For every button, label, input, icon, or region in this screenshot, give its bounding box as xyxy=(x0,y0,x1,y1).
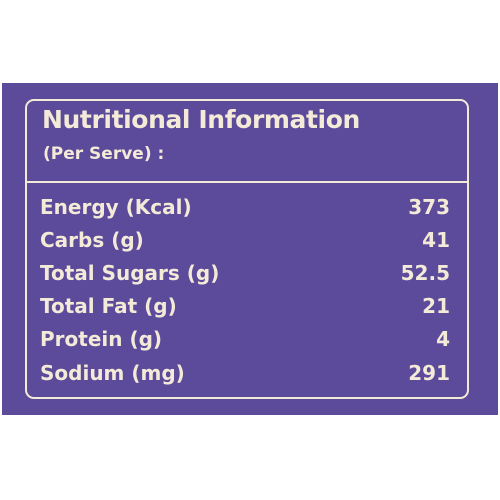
nutrition-row-carbs: Carbs (g) 41 xyxy=(40,225,450,255)
nutrient-value: 21 xyxy=(422,294,450,318)
nutrition-panel xyxy=(2,83,498,415)
nutrient-label: Protein (g) xyxy=(40,327,163,351)
nutrition-subtitle: (Per Serve) : xyxy=(43,144,165,164)
nutrient-value: 52.5 xyxy=(400,261,450,285)
nutrition-row-protein: Protein (g) 4 xyxy=(40,324,450,354)
nutrition-row-sugars: Total Sugars (g) 52.5 xyxy=(40,258,450,288)
nutrient-value: 41 xyxy=(422,228,450,252)
nutrient-label: Total Fat (g) xyxy=(40,294,177,318)
nutrition-card-border xyxy=(25,99,469,399)
nutrient-label: Total Sugars (g) xyxy=(40,261,220,285)
nutrient-label: Carbs (g) xyxy=(40,228,144,252)
nutrition-title: Nutritional Information xyxy=(42,105,360,134)
nutrient-value: 291 xyxy=(408,361,450,385)
nutrient-label: Sodium (mg) xyxy=(40,361,185,385)
nutrient-value: 373 xyxy=(408,195,450,219)
nutrition-row-sodium: Sodium (mg) 291 xyxy=(40,358,450,388)
header-divider xyxy=(25,181,469,183)
nutrient-label: Energy (Kcal) xyxy=(40,195,192,219)
nutrition-row-energy: Energy (Kcal) 373 xyxy=(40,192,450,222)
nutrition-row-fat: Total Fat (g) 21 xyxy=(40,291,450,321)
nutrient-value: 4 xyxy=(436,327,450,351)
